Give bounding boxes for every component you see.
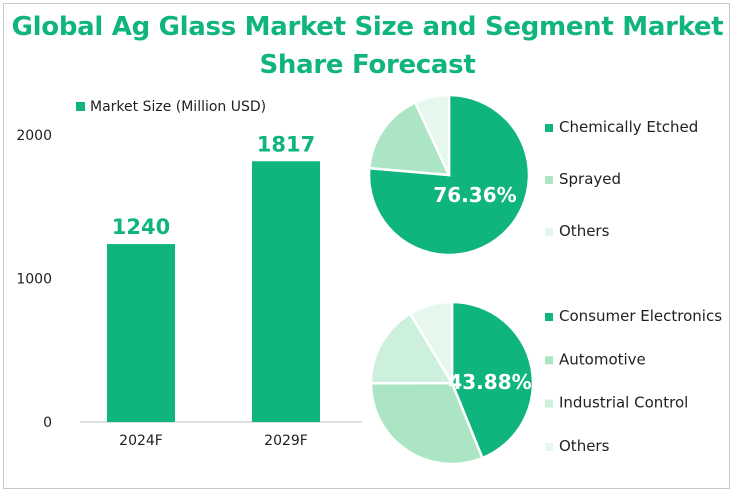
pie-data-label: 43.88% xyxy=(448,370,531,394)
legend-swatch xyxy=(545,399,553,408)
pie-slice-consumer-electronics xyxy=(450,300,535,460)
legend-label-market-size: Market Size (Million USD) xyxy=(90,99,266,115)
pie-slice-sprayed xyxy=(367,100,452,177)
legend-swatch xyxy=(545,313,553,321)
legend-swatch xyxy=(545,176,553,184)
bar-2029F xyxy=(252,161,320,422)
legend-swatch xyxy=(545,124,553,132)
legend-swatch xyxy=(545,442,553,451)
bar-data-label: 1817 xyxy=(257,132,315,156)
legend-label: Sprayed xyxy=(559,170,621,188)
chart-title: Global Ag Glass Market Size and Segment … xyxy=(11,12,724,80)
pie-slice-others xyxy=(408,300,454,388)
pie-data-label: 76.36% xyxy=(433,183,516,207)
x-tick-label: 2029F xyxy=(264,433,308,449)
legend-label: Automotive xyxy=(559,350,646,368)
pie-slice-industrial-control xyxy=(369,311,455,385)
legend-swatch xyxy=(545,356,553,365)
bar-data-label: 1240 xyxy=(112,215,170,239)
pie-slice-automotive xyxy=(369,381,485,466)
legend-label: Others xyxy=(559,222,610,240)
pie-slice-others xyxy=(413,93,451,176)
legend-swatch xyxy=(545,228,553,236)
legend-label: Chemically Etched xyxy=(559,118,698,136)
y-tick-label: 0 xyxy=(43,415,52,431)
legend-swatch-market-size xyxy=(76,102,85,111)
legend-label: Industrial Control xyxy=(559,394,688,412)
legend-label: Consumer Electronics xyxy=(559,307,722,325)
y-tick-label: 1000 xyxy=(16,272,52,288)
legend-label: Others xyxy=(559,437,610,455)
y-tick-label: 2000 xyxy=(16,128,52,144)
chart-frame xyxy=(3,3,730,489)
x-tick-label: 2024F xyxy=(119,433,163,449)
bar-2024F xyxy=(107,244,175,422)
